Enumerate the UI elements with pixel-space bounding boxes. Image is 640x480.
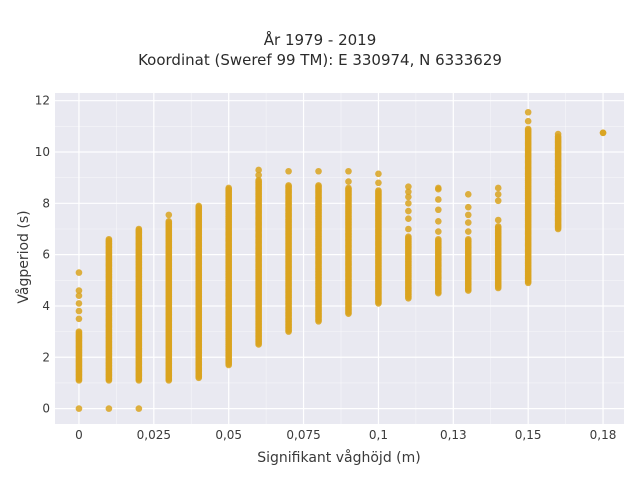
x-tick-label: 0,075: [286, 428, 320, 442]
data-point: [165, 217, 173, 225]
data-point: [105, 405, 113, 412]
data-point: [435, 184, 442, 192]
data-point: [75, 287, 83, 294]
data-point: [315, 167, 322, 175]
data-point: [75, 307, 83, 315]
data-point: [464, 235, 472, 243]
data-point: [494, 191, 502, 198]
x-axis-ticks: 0 0,025 0,05 0,075 0,1 0,13 0,15 0,18: [75, 428, 616, 442]
data-point: [255, 176, 262, 184]
data-point: [464, 191, 472, 198]
x-tick-label: 0,15: [515, 428, 542, 442]
data-point: [405, 183, 412, 190]
y-tick-label: 12: [35, 94, 50, 108]
data-point: [405, 233, 412, 240]
y-tick-label: 4: [42, 299, 50, 313]
data-point: [75, 269, 83, 276]
x-tick-label: 0,13: [440, 428, 467, 442]
data-point: [405, 188, 412, 196]
data-point: [255, 171, 262, 179]
data-point: [494, 223, 502, 230]
chart-title: År 1979 - 2019: [263, 31, 377, 49]
chart-subtitle: Koordinat (Sweref 99 TM): E 330974, N 63…: [138, 51, 502, 69]
data-point: [524, 117, 532, 125]
data-point: [105, 235, 113, 243]
data-point: [554, 130, 562, 138]
data-point: [494, 216, 502, 224]
data-point: [435, 206, 442, 214]
data-point: [225, 184, 232, 192]
data-point: [405, 215, 412, 223]
data-point: [435, 217, 442, 225]
x-axis-title: Signifikant våghöjd (m): [257, 449, 420, 466]
x-tick-label: 0,05: [215, 428, 242, 442]
data-point: [464, 203, 472, 211]
grid-lines: [55, 93, 624, 424]
data-point: [405, 200, 412, 207]
data-point: [435, 235, 442, 243]
data-point: [524, 108, 532, 116]
data-point: [75, 292, 83, 300]
data-point: [285, 167, 292, 175]
data-point: [345, 184, 352, 192]
data-point: [375, 179, 382, 187]
y-tick-label: 8: [42, 196, 50, 210]
data-point: [405, 193, 412, 201]
data-point: [435, 228, 442, 235]
data-point: [599, 129, 607, 137]
x-tick-label: 0,18: [590, 428, 617, 442]
data-point: [255, 166, 262, 174]
data-point: [494, 197, 502, 205]
data-points: [75, 108, 607, 412]
y-tick-label: 0: [42, 402, 50, 416]
data-point: [375, 187, 382, 194]
y-axis-title: Vågperiod (s): [15, 210, 32, 303]
data-point: [165, 211, 173, 219]
data-point: [405, 225, 412, 233]
data-point: [195, 202, 203, 210]
x-tick-label: 0: [75, 428, 83, 442]
data-point: [315, 182, 322, 189]
data-point: [345, 167, 352, 175]
data-point: [494, 184, 502, 192]
data-point: [75, 300, 83, 307]
data-point: [285, 182, 292, 189]
y-tick-label: 6: [42, 248, 50, 262]
data-point: [524, 125, 532, 133]
data-point: [464, 211, 472, 219]
data-point: [375, 170, 382, 178]
y-tick-label: 10: [35, 145, 50, 159]
x-tick-label: 0,1: [369, 428, 388, 442]
data-point: [435, 196, 442, 203]
x-tick-label: 0,025: [137, 428, 171, 442]
data-point: [135, 405, 143, 412]
data-point: [75, 315, 83, 323]
data-point: [464, 228, 472, 235]
data-point: [75, 328, 83, 335]
data-point: [135, 225, 143, 233]
data-point: [464, 219, 472, 226]
data-point: [345, 178, 352, 185]
data-point: [75, 405, 83, 412]
y-axis-ticks: 0 2 4 6 8 10 12: [35, 94, 50, 416]
data-point: [405, 207, 412, 215]
y-tick-label: 2: [42, 350, 50, 364]
